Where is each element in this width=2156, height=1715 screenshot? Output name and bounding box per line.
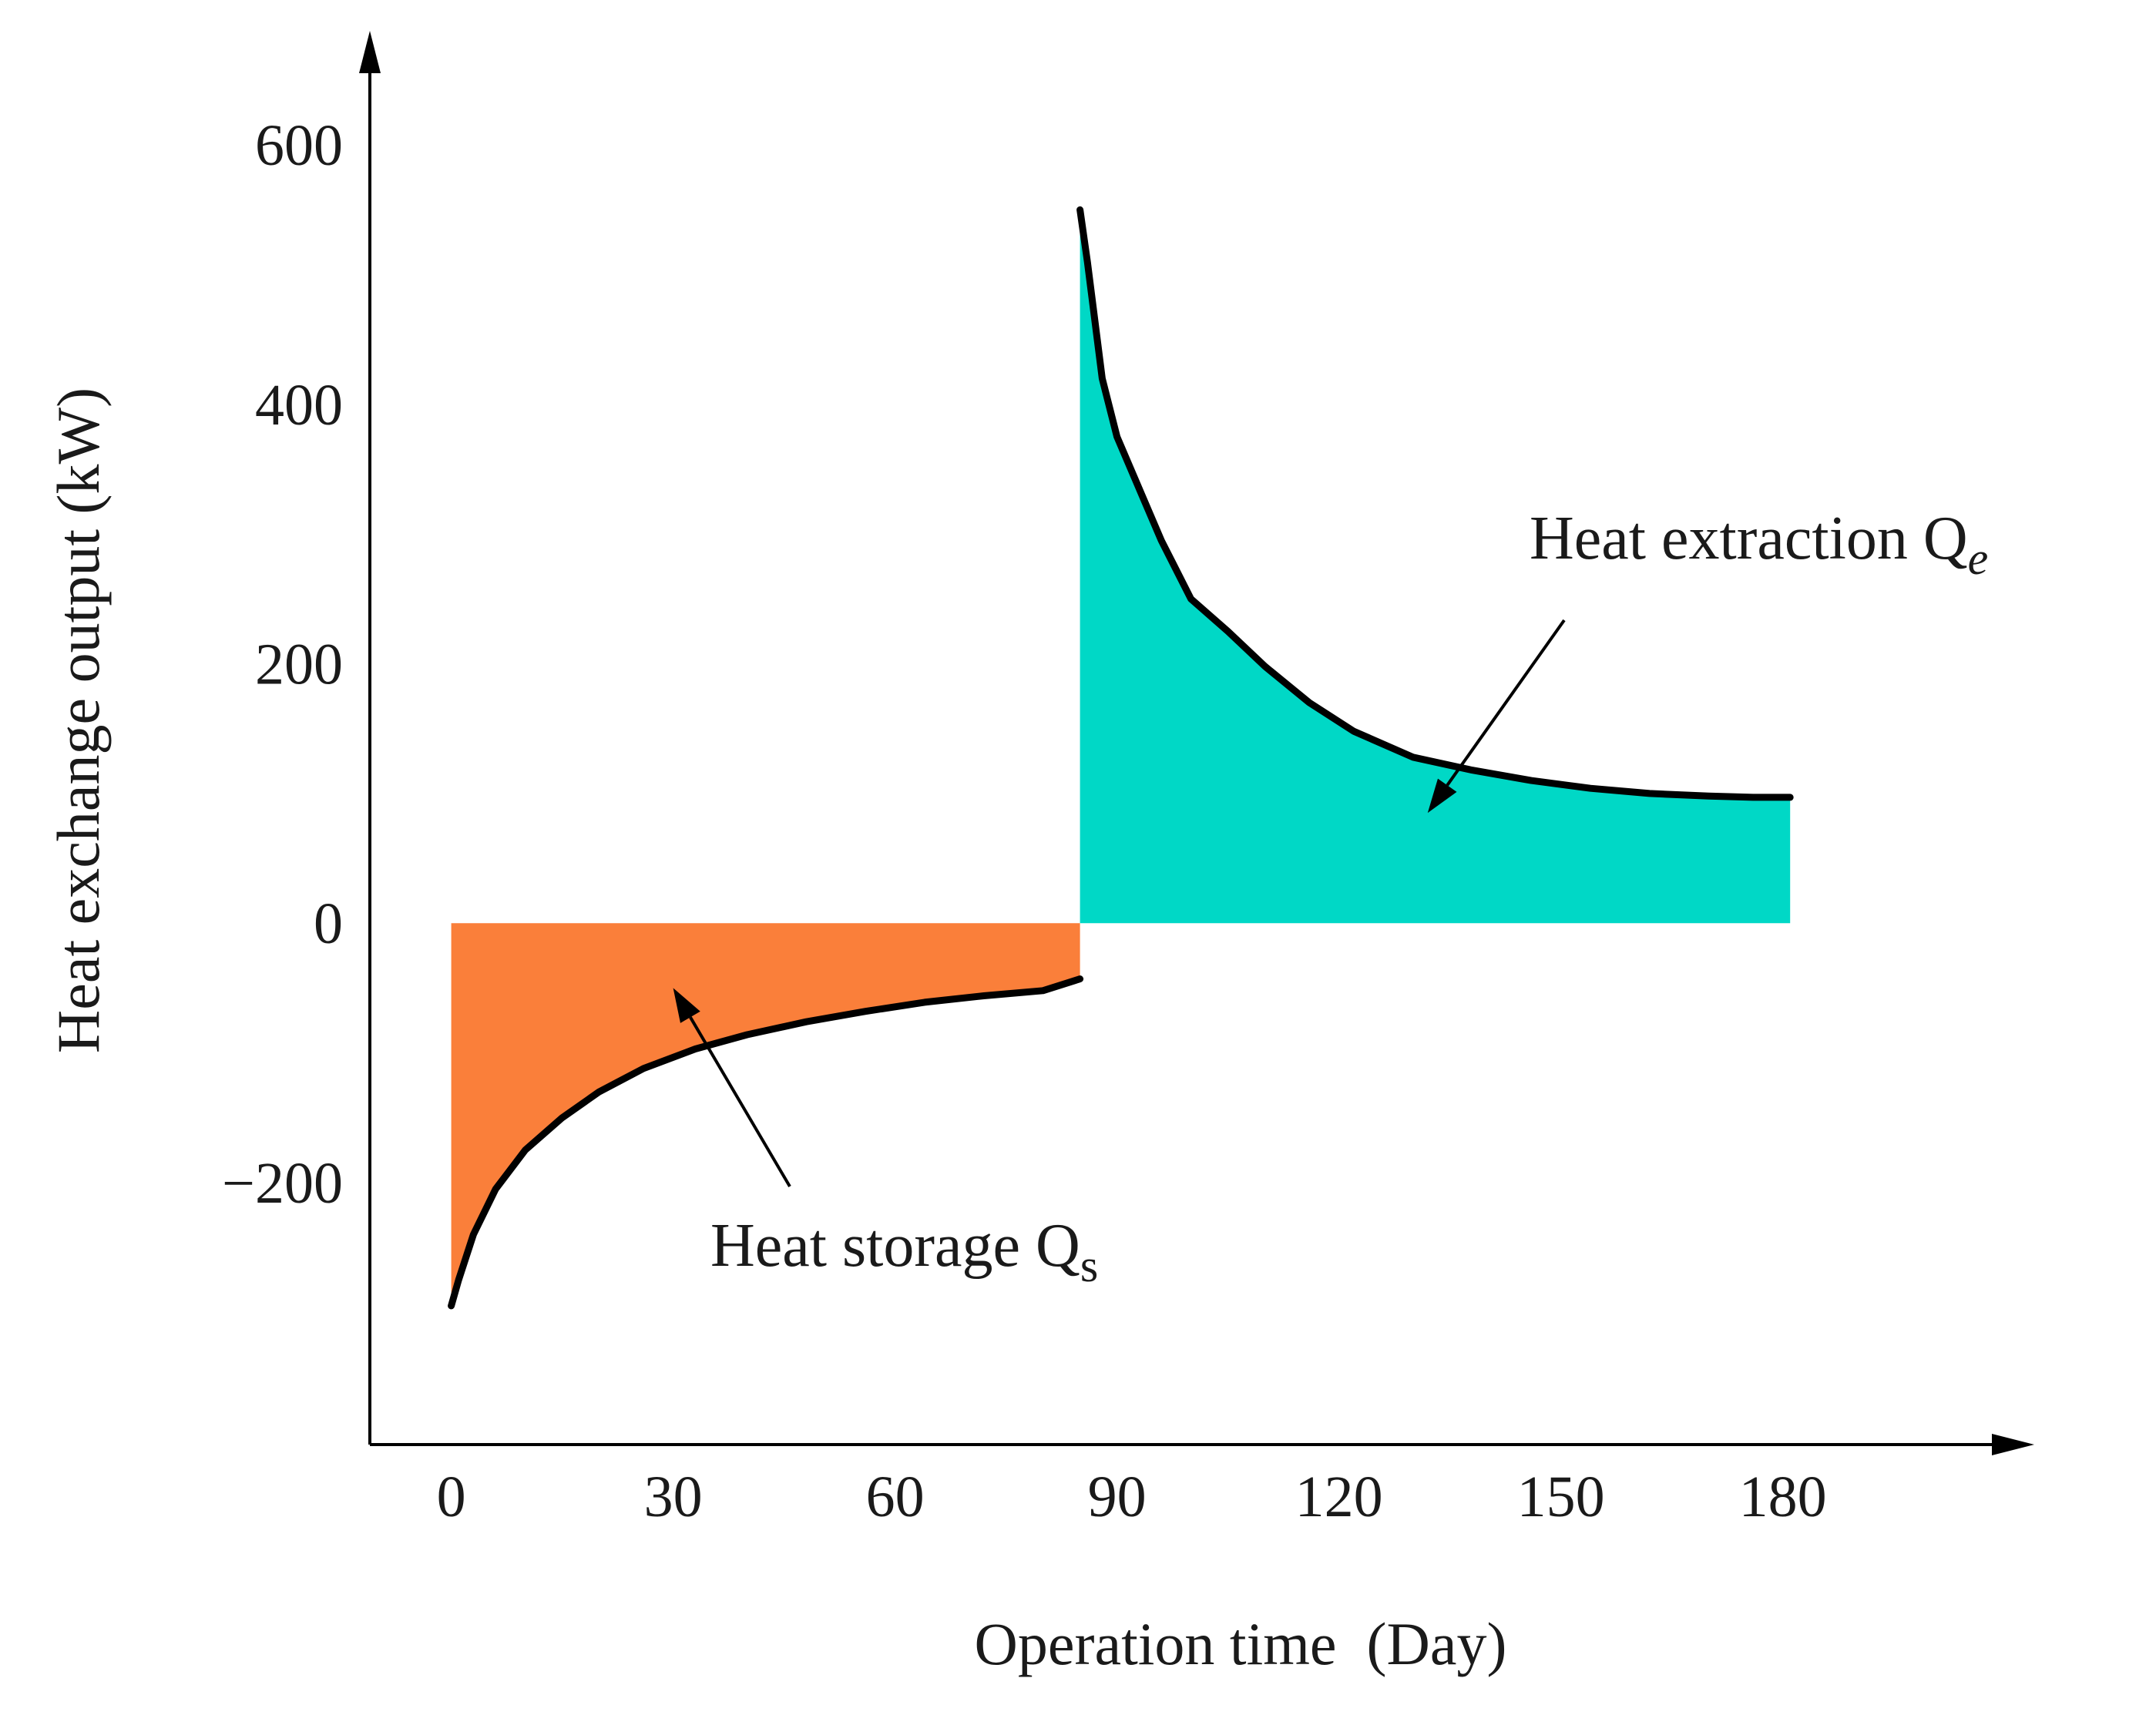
series-curves bbox=[448, 206, 1794, 1310]
heat-storage-area bbox=[451, 923, 1080, 1306]
x-tick-label: 150 bbox=[1517, 1465, 1605, 1529]
heat-storage-text: Heat storage Q bbox=[710, 1212, 1080, 1280]
x-tick-labels: 0 30 60 90 120 150 180 bbox=[437, 1465, 1827, 1529]
x-tick-label: 0 bbox=[437, 1465, 466, 1529]
x-tick-label: 180 bbox=[1739, 1465, 1827, 1529]
y-tick-label: 400 bbox=[255, 373, 343, 438]
heat-storage-label: Heat storage Qs bbox=[710, 1212, 1098, 1291]
heat-storage-arrowhead bbox=[673, 988, 700, 1023]
x-tick-label: 60 bbox=[866, 1465, 925, 1529]
y-tick-label: −200 bbox=[222, 1151, 343, 1216]
y-axis-label: Heat exchange output (kW) bbox=[45, 388, 112, 1053]
heat-extraction-text: Heat extraction Q bbox=[1530, 505, 1968, 572]
y-tick-label: 200 bbox=[255, 633, 343, 697]
heat-extraction-area bbox=[1080, 210, 1791, 924]
heat-extraction-arrow bbox=[1446, 619, 1566, 787]
heat-storage-arrow bbox=[689, 1016, 791, 1188]
x-tick-label: 90 bbox=[1088, 1465, 1147, 1529]
heat-extraction-arrowhead bbox=[1427, 778, 1457, 814]
x-tick-label: 30 bbox=[644, 1465, 703, 1529]
x-axis-arrowhead bbox=[1992, 1434, 2034, 1455]
heat-extraction-curve bbox=[1076, 206, 1794, 801]
heat-extraction-label: Heat extraction Qe bbox=[1530, 505, 1988, 584]
heat-extraction-subscript: e bbox=[1968, 533, 1989, 584]
y-tick-label: 600 bbox=[255, 113, 343, 178]
x-axis-label: Operation time (Day) bbox=[975, 1610, 1507, 1677]
heat-storage-subscript: s bbox=[1080, 1240, 1098, 1291]
y-tick-label: 0 bbox=[314, 891, 343, 956]
x-tick-label: 120 bbox=[1295, 1465, 1383, 1529]
y-tick-labels: −200 0 200 400 600 bbox=[222, 113, 343, 1216]
series-areas bbox=[451, 210, 1791, 1306]
y-axis-arrowhead bbox=[359, 31, 381, 73]
heat-storage-curve bbox=[448, 975, 1084, 1310]
